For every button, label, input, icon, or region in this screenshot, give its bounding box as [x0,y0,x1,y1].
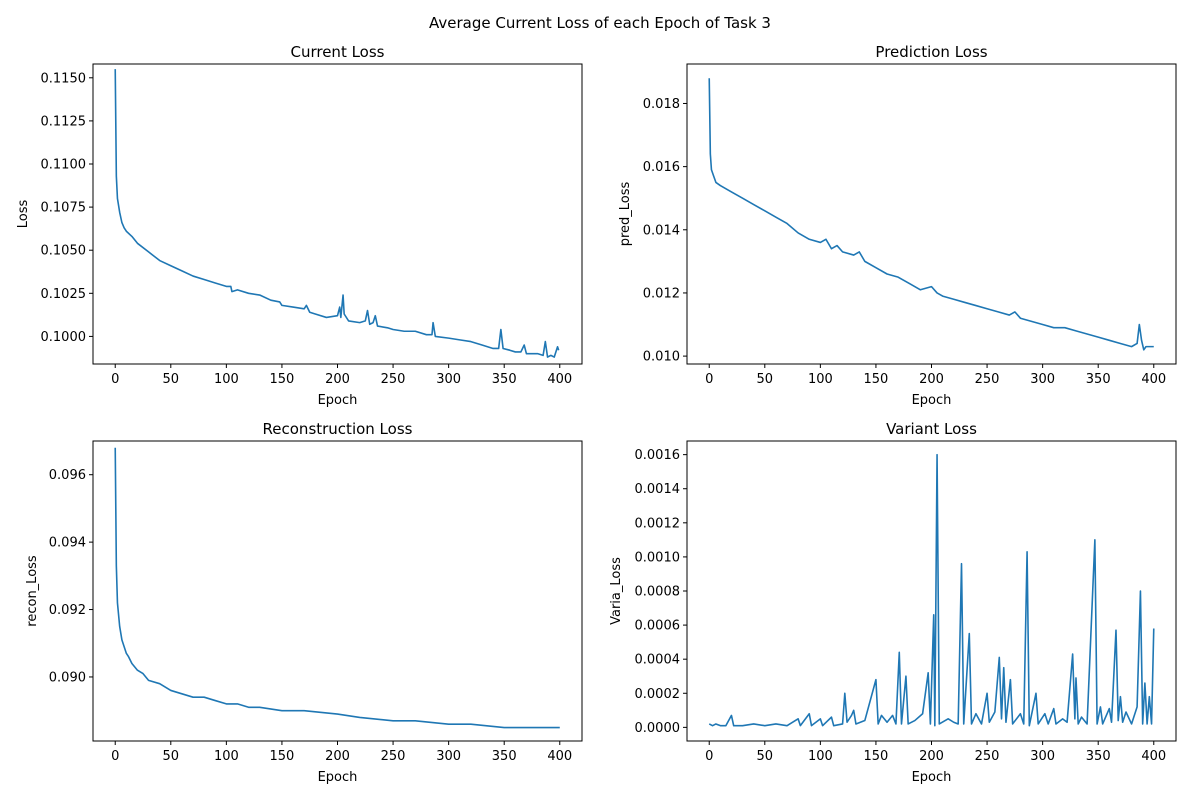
y-tick-label: 0.0010 [635,550,681,565]
y-tick-label: 0.018 [643,97,680,112]
y-tick-label: 0.094 [49,536,86,551]
x-tick-label: 300 [436,372,461,387]
subplot-title: Prediction Loss [875,43,987,61]
x-axis-label: Epoch [318,393,358,408]
y-tick-label: 0.1025 [41,287,87,302]
y-tick-label: 0.0002 [635,687,681,702]
x-tick-label: 0 [111,749,119,764]
y-axis-label: Loss [16,200,31,229]
series-line [708,78,1154,351]
x-tick-label: 250 [975,372,1000,387]
x-tick-label: 150 [270,372,295,387]
x-tick-label: 400 [547,749,572,764]
x-tick-label: 200 [919,372,944,387]
x-tick-label: 400 [1141,372,1166,387]
subplot-2: 0 50 100 150 200 250 300 350 400 0.010 0.012 0.014 0… [618,43,1177,408]
y-tick-label: 0.0012 [635,516,681,531]
y-tick-label: 0.014 [643,223,680,238]
axes-frame [686,63,1177,365]
x-tick-label: 50 [163,749,180,764]
x-tick-label: 250 [975,749,1000,764]
subplot-1: 0 50 100 150 200 250 300 350 400 0.1000 0.1025 0.10… [16,43,583,408]
x-tick-label: 0 [705,372,713,387]
y-tick-label: 0.012 [643,286,680,301]
x-tick-label: 300 [436,749,461,764]
y-tick-label: 0.0016 [635,448,681,463]
x-tick-label: 100 [214,372,239,387]
subplot-4: 0 50 100 150 200 250 300 350 400 0.0000 0.0002 0.00… [609,420,1177,785]
y-tick-label: 0.016 [643,160,680,175]
x-tick-label: 200 [325,749,350,764]
y-tick-label: 0.092 [49,603,86,618]
x-tick-label: 300 [1030,749,1055,764]
y-axis-label: pred_Loss [618,181,633,246]
x-tick-label: 200 [919,749,944,764]
x-tick-label: 200 [325,372,350,387]
subplot-title: Reconstruction Loss [263,420,413,438]
x-tick-label: 400 [1141,749,1166,764]
y-tick-label: 0.1150 [41,71,87,86]
x-tick-label: 100 [214,749,239,764]
x-axis-label: Epoch [318,770,358,785]
x-tick-label: 150 [864,372,889,387]
series-line [708,453,1155,727]
x-tick-label: 0 [111,372,119,387]
series-line [114,447,560,729]
y-tick-label: 0.0006 [635,619,681,634]
x-tick-label: 50 [163,372,180,387]
x-tick-label: 350 [492,749,517,764]
figure-suptitle: Average Current Loss of each Epoch of Ta… [429,14,771,32]
x-tick-label: 100 [808,372,833,387]
y-tick-label: 0.090 [49,670,86,685]
x-tick-label: 150 [270,749,295,764]
x-tick-label: 0 [705,749,713,764]
y-tick-label: 0.1100 [41,158,87,173]
subplot-3: 0 50 100 150 200 250 300 350 400 0.090 0.092 0.094 0… [25,420,583,785]
subplot-title: Current Loss [290,43,384,61]
x-tick-label: 50 [757,372,774,387]
x-tick-label: 50 [757,749,774,764]
axes-frame [92,440,583,742]
series-line [114,69,560,358]
x-tick-label: 100 [808,749,833,764]
x-tick-label: 350 [492,372,517,387]
subplot-title: Variant Loss [886,420,977,438]
y-tick-label: 0.1075 [41,201,87,216]
y-tick-label: 0.096 [49,468,86,483]
x-tick-label: 250 [381,372,406,387]
y-tick-label: 0.0000 [635,721,681,736]
x-tick-label: 300 [1030,372,1055,387]
y-tick-label: 0.0004 [635,653,681,668]
y-tick-label: 0.0014 [635,482,681,497]
x-tick-label: 350 [1086,372,1111,387]
y-tick-label: 0.010 [643,350,680,365]
y-tick-label: 0.1000 [41,330,87,345]
x-axis-label: Epoch [912,770,952,785]
x-axis-label: Epoch [912,393,952,408]
y-tick-label: 0.0008 [635,585,681,600]
y-tick-label: 0.1050 [41,244,87,259]
axes-frame [92,63,583,365]
y-axis-label: Varia_Loss [609,557,624,625]
x-tick-label: 150 [864,749,889,764]
x-tick-label: 350 [1086,749,1111,764]
subplots: 0 50 100 150 200 250 300 350 400 0.1000 0.1025 0.10… [16,43,1177,785]
x-tick-label: 250 [381,749,406,764]
x-tick-label: 400 [547,372,572,387]
y-axis-label: recon_Loss [25,555,40,627]
y-tick-label: 0.1125 [41,114,87,129]
